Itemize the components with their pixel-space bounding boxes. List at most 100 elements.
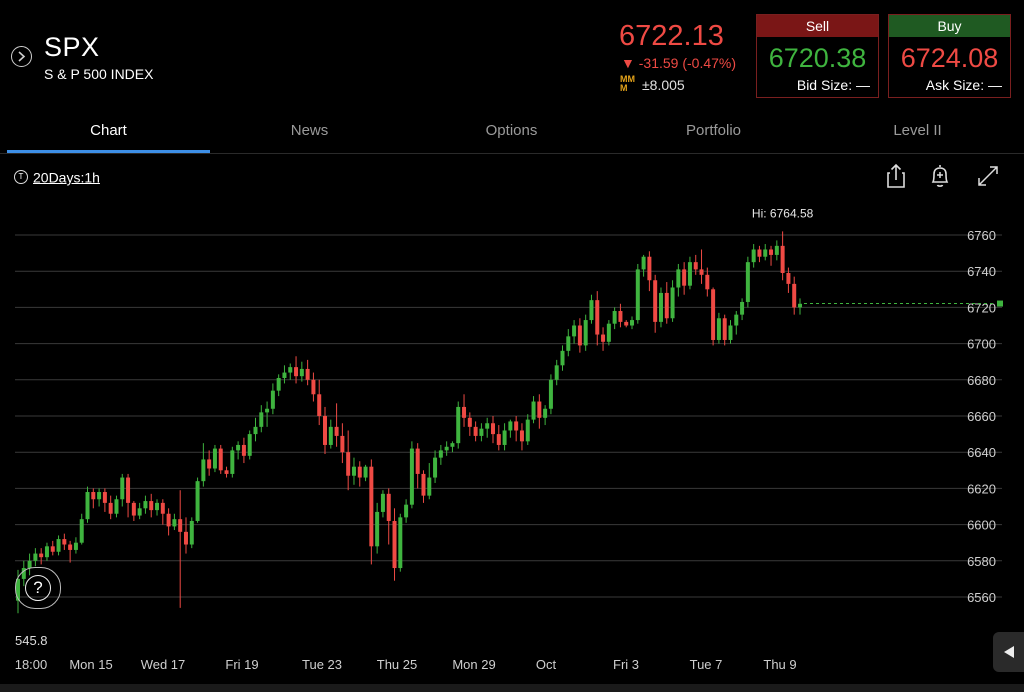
candle-body [189,520,194,545]
candle-body [502,430,507,445]
candle-body [195,481,200,521]
candle-body [682,269,687,286]
candle-body [131,502,136,516]
candle-body [774,245,779,255]
candle-body [102,492,107,503]
side-panel-toggle[interactable] [993,632,1024,672]
candle-body [630,320,635,326]
candle-body [172,519,177,527]
y-tick-label: 6560 [967,590,996,605]
tab-chart[interactable]: Chart [90,122,127,139]
chart-range-selector[interactable]: T 20Days:1h [14,168,100,186]
candle-body [577,325,582,346]
candle-body [363,466,368,478]
candle-body [676,269,681,288]
share-button[interactable] [882,162,910,190]
x-tick-label: Mon 29 [452,657,495,672]
candle-body [786,273,791,284]
candle-body [537,401,542,418]
candle-body [658,292,663,322]
candle-body [763,249,768,257]
candle-body [433,457,438,478]
candle-body [745,262,750,302]
candle-body [282,372,287,378]
candle-body [438,450,443,458]
candle-body [792,283,797,308]
candle-body [160,502,165,514]
candle-body [33,553,38,561]
candle-body [79,519,84,543]
candle-body [618,311,623,322]
candle-body [670,287,675,319]
candle-body [687,262,692,286]
candle-body [693,262,698,270]
candle-body [357,466,362,478]
candle-body [299,368,304,377]
y-tick-label: 6600 [967,518,996,533]
candle-body [548,379,553,409]
candle-body [398,517,403,569]
candle-body [294,367,299,377]
candle-body [311,379,316,395]
candle-body [253,426,258,435]
expand-icon [978,166,998,186]
y-tick-label: 6660 [967,409,996,424]
candle-body [647,256,652,281]
help-button[interactable]: ? [15,567,61,609]
candle-body [728,325,733,340]
candle-body [91,492,96,500]
candle-body [490,423,495,435]
chart-low-label: 545.8 [15,633,48,648]
candle-body [114,499,119,514]
candle-body [572,325,577,337]
candle-body [583,320,588,346]
price-chart[interactable]: 6560 6580 6600 6620 6640 6660 6680 6700 6720 6740… [0,195,1024,680]
candle-body [375,511,380,547]
x-tick-label: 18:00 [15,657,48,672]
market-maker-move-value: ±8.005 [642,77,685,93]
x-tick-label: Thu 9 [763,657,796,672]
bid-price: 6720.38 [768,43,867,73]
candle-body [85,492,90,520]
candle-body [380,493,385,512]
tab-level-ii[interactable]: Level II [893,122,942,139]
y-tick-label: 6580 [967,554,996,569]
question-icon: ? [25,575,51,601]
alert-button[interactable] [926,162,954,190]
candle-body [566,336,571,351]
candle-body [288,367,293,373]
expand-button[interactable] [974,162,1002,190]
x-tick-label: Mon 15 [69,657,112,672]
buy-button[interactable]: Buy 6724.08 Ask Size: — [888,14,1011,98]
candle-body [421,473,426,496]
candle-body [641,256,646,270]
tab-news[interactable]: News [290,122,329,139]
candle-body [137,508,142,516]
candle-body [201,459,206,482]
candle-body [653,280,658,322]
candle-body [236,444,241,451]
candle-body [73,542,78,550]
candle-body [798,303,802,308]
candle-body [108,502,113,514]
tab-portfolio[interactable]: Portfolio [685,122,742,139]
candle-body [56,539,61,552]
candle-body [716,318,721,340]
candle-body [230,450,235,474]
candle-body [624,321,629,326]
tab-options[interactable]: Options [485,122,538,139]
candle-body [612,311,617,324]
sell-button[interactable]: Sell 6720.38 Bid Size: — [756,14,879,98]
candle-body [351,466,356,476]
y-tick-label: 6680 [967,373,996,388]
collapse-chevron-button[interactable] [11,46,32,67]
candle-body [392,520,397,569]
candle-body [769,249,774,255]
candle-body [740,301,745,315]
buy-label: Buy [889,15,1010,37]
candle-body [207,459,212,469]
ask-price: 6724.08 [900,43,999,73]
x-tick-label: Oct [536,657,557,672]
y-tick-label: 6740 [967,264,996,279]
candle-body [508,421,513,431]
